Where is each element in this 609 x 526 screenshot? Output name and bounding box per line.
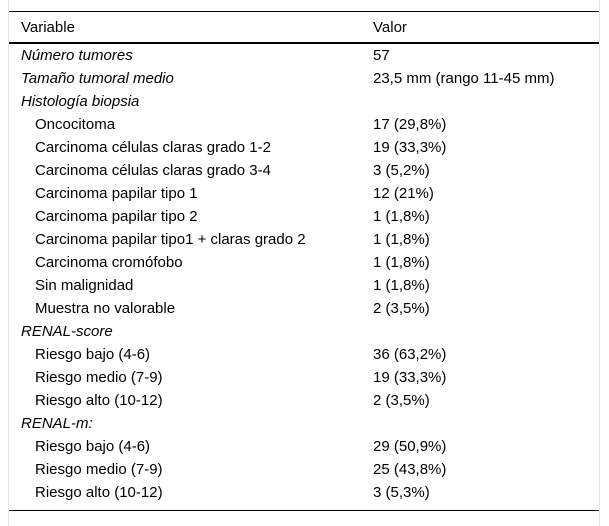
row-label: Riesgo bajo (4-6): [35, 346, 151, 363]
row-label: Carcinoma papilar tipo 2: [35, 208, 198, 225]
row-value: 12 (21%): [373, 185, 434, 202]
row-label: RENAL-score: [21, 323, 113, 340]
table-row: Carcinoma papilar tipo1 + claras grado 2…: [9, 228, 599, 251]
row-label: Riesgo bajo (4-6): [35, 438, 151, 455]
table-header: Variable Valor: [9, 12, 599, 44]
row-label: Riesgo alto (10-12): [35, 392, 163, 409]
row-value: 29 (50,9%): [373, 438, 447, 455]
row-label: Oncocitoma: [35, 116, 116, 133]
row-label: RENAL-m:: [21, 415, 93, 432]
table-row: Riesgo medio (7-9) 19 (33,3%): [9, 366, 599, 389]
row-label: Número tumores: [21, 47, 133, 64]
table-row: Carcinoma papilar tipo 1 12 (21%): [9, 182, 599, 205]
table-row: Riesgo bajo (4-6) 36 (63,2%): [9, 343, 599, 366]
row-label: Histología biopsia: [21, 93, 140, 110]
results-table: Variable Valor Número tumores 57 Tamaño tu…: [9, 11, 599, 511]
row-value: 2 (3,5%): [373, 392, 430, 409]
table-row: Oncocitoma 17 (29,8%): [9, 113, 599, 136]
page-right-edge-line: [599, 0, 600, 526]
row-value: 1 (1,8%): [373, 208, 430, 225]
row-label: Carcinoma células claras grado 1-2: [35, 139, 271, 156]
table-row: Riesgo medio (7-9) 25 (43,8%): [9, 458, 599, 481]
row-value: 36 (63,2%): [373, 346, 447, 363]
row-label: Muestra no valorable: [35, 300, 176, 317]
row-value: [373, 90, 599, 113]
table-row: Histología biopsia: [9, 90, 599, 113]
table-row: Número tumores 57: [9, 43, 599, 67]
table-row: Riesgo alto (10-12) 2 (3,5%): [9, 389, 599, 412]
row-label: Riesgo medio (7-9): [35, 461, 163, 478]
row-value: 1 (1,8%): [373, 277, 430, 294]
row-value: 1 (1,8%): [373, 231, 430, 248]
row-value: 25 (43,8%): [373, 461, 447, 478]
row-value: 23,5 mm (rango 11-45 mm): [373, 70, 555, 87]
row-label: Carcinoma papilar tipo 1: [35, 185, 198, 202]
row-value: 19 (33,3%): [373, 369, 447, 386]
row-label: Carcinoma papilar tipo1 + claras grado 2: [35, 231, 306, 248]
row-value: [373, 320, 599, 343]
row-value: [373, 412, 599, 435]
header-valor: Valor: [373, 12, 599, 44]
page-left-edge-line: [8, 0, 9, 526]
table-row: Carcinoma células claras grado 3-4 3 (5,2…: [9, 159, 599, 182]
row-label: Sin malignidad: [35, 277, 134, 294]
row-value: 3 (5,3%): [373, 484, 430, 501]
row-value: 1 (1,8%): [373, 254, 430, 271]
row-label: Riesgo alto (10-12): [35, 484, 163, 501]
variables-values-table: Variable Valor Número tumores 57 Tamaño tu…: [9, 12, 599, 504]
table-row: RENAL-m:: [9, 412, 599, 435]
row-value: 57: [373, 47, 390, 64]
table-row: Tamaño tumoral medio 23,5 mm (rango 11-45…: [9, 67, 599, 90]
row-value: 3 (5,2%): [373, 162, 430, 179]
table-row: Riesgo bajo (4-6) 29 (50,9%): [9, 435, 599, 458]
table-row: Carcinoma células claras grado 1-2 19 (33…: [9, 136, 599, 159]
header-row: Variable Valor: [9, 12, 599, 44]
table-row: Carcinoma papilar tipo 2 1 (1,8%): [9, 205, 599, 228]
row-label: Tamaño tumoral medio: [21, 70, 174, 87]
header-variable: Variable: [9, 12, 373, 44]
table-body: Número tumores 57 Tamaño tumoral medio 23,5…: [9, 43, 599, 504]
table-row: Muestra no valorable 2 (3,5%): [9, 297, 599, 320]
row-label: Carcinoma cromófobo: [35, 254, 183, 271]
row-label: Carcinoma células claras grado 3-4: [35, 162, 271, 179]
table-row: Sin malignidad 1 (1,8%): [9, 274, 599, 297]
row-value: 19 (33,3%): [373, 139, 447, 156]
row-label: Riesgo medio (7-9): [35, 369, 163, 386]
table-row: Riesgo alto (10-12) 3 (5,3%): [9, 481, 599, 504]
row-value: 2 (3,5%): [373, 300, 430, 317]
table-row: Carcinoma cromófobo 1 (1,8%): [9, 251, 599, 274]
row-value: 17 (29,8%): [373, 116, 447, 133]
table-row: RENAL-score: [9, 320, 599, 343]
